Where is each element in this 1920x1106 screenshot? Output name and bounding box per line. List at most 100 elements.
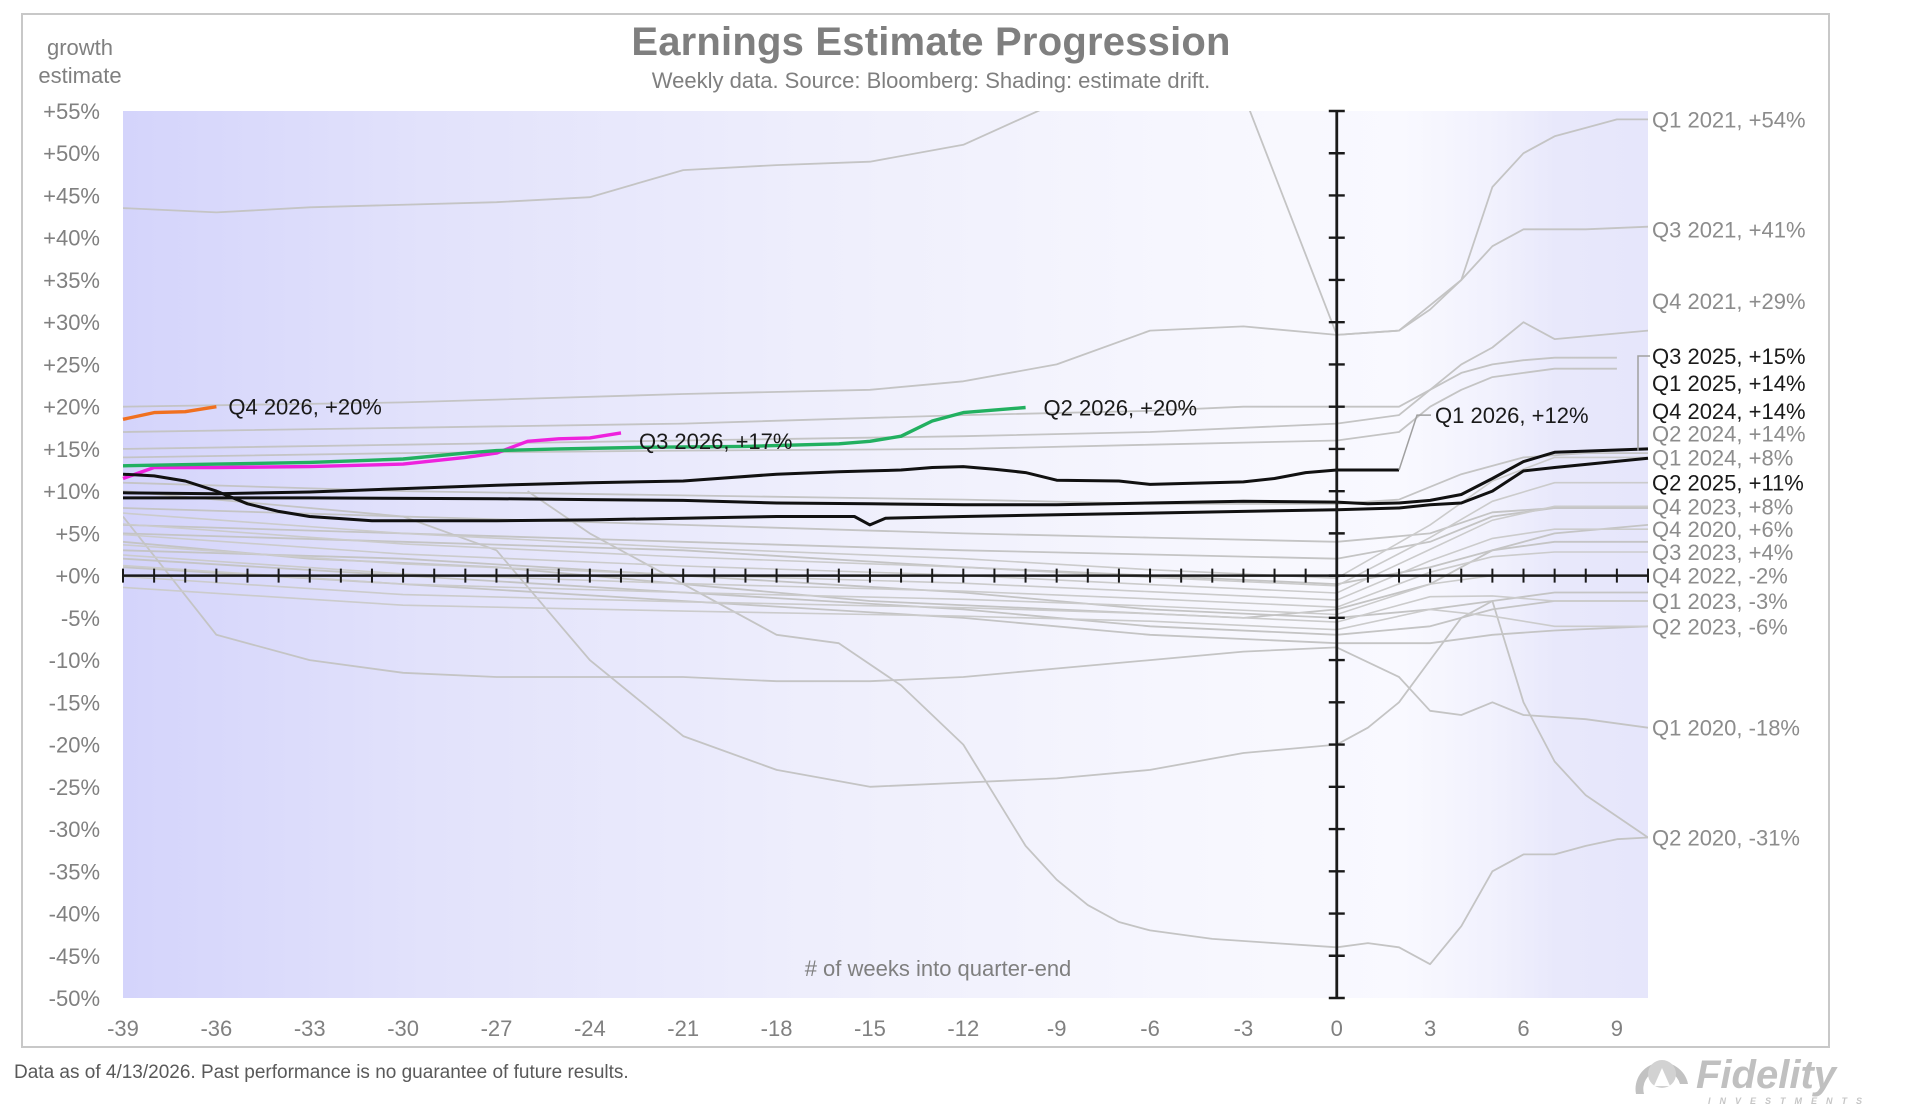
y-tick-label: +50% bbox=[43, 141, 100, 166]
y-tick-label: +25% bbox=[43, 352, 100, 377]
label-leader-line bbox=[1637, 355, 1650, 451]
series-line-q4-2024 bbox=[123, 367, 1617, 459]
y-tick-label: -10% bbox=[49, 648, 100, 673]
inline-series-label: Q4 2026, +20% bbox=[228, 395, 382, 420]
x-tick-label: -15 bbox=[854, 1016, 886, 1041]
right-series-label: Q1 2024, +8% bbox=[1652, 445, 1793, 470]
highlighted-series-group bbox=[122, 405, 1649, 527]
series-line-q1-2025 bbox=[123, 447, 1649, 507]
series-line-q3-2025 bbox=[123, 356, 1617, 450]
y-tick-label: +10% bbox=[43, 479, 100, 504]
chart-title: Earnings Estimate Progression bbox=[631, 20, 1231, 64]
chart-frame bbox=[21, 13, 1830, 1048]
right-series-label: Q1 2023, -3% bbox=[1652, 589, 1788, 614]
logo-sunburst-icon bbox=[1635, 1060, 1688, 1094]
series-line-filler bbox=[123, 528, 1648, 601]
series-line-q4-2023 bbox=[123, 507, 1648, 560]
series-line-q2-2023 bbox=[123, 566, 1648, 645]
y-tick-label: +15% bbox=[43, 437, 100, 462]
y-tick-label: +30% bbox=[43, 310, 100, 335]
logo-text: Fidelity bbox=[1696, 1053, 1838, 1097]
x-tick-label: -30 bbox=[387, 1016, 419, 1041]
series-line-q4-2022 bbox=[123, 549, 1648, 619]
right-series-label: Q4 2022, -2% bbox=[1652, 564, 1788, 589]
x-tick-label: 0 bbox=[1331, 1016, 1343, 1041]
right-series-label: Q3 2023, +4% bbox=[1652, 540, 1793, 565]
y-tick-label: -20% bbox=[49, 733, 100, 758]
y-tick-label: +45% bbox=[43, 183, 100, 208]
x-tick-label: 9 bbox=[1611, 1016, 1623, 1041]
inline-series-label: Q1 2026, +12% bbox=[1435, 403, 1589, 428]
x-tick-label: -12 bbox=[947, 1016, 979, 1041]
series-line-filler bbox=[123, 505, 1648, 594]
fidelity-logo: Fidelity INVESTMENTS bbox=[1635, 1053, 1871, 1106]
axes-group bbox=[122, 109, 1649, 1000]
x-tick-label: -33 bbox=[294, 1016, 326, 1041]
right-series-label: Q4 2023, +8% bbox=[1652, 494, 1793, 519]
y-tick-label: -25% bbox=[49, 775, 100, 800]
right-series-label: Q3 2025, +15% bbox=[1652, 344, 1806, 369]
y-tick-label: +20% bbox=[43, 395, 100, 420]
x-tick-label: -9 bbox=[1047, 1016, 1067, 1041]
right-series-label: Q4 2021, +29% bbox=[1652, 289, 1806, 314]
y-tick-label: -15% bbox=[49, 690, 100, 715]
series-line-filler bbox=[123, 575, 1648, 623]
x-axis-title: # of weeks into quarter-end bbox=[805, 956, 1072, 981]
y-tick-label: -45% bbox=[49, 944, 100, 969]
x-tick-label: -39 bbox=[107, 1016, 139, 1041]
y-tick-label: +0% bbox=[55, 564, 100, 589]
x-tick-label: -24 bbox=[574, 1016, 606, 1041]
right-series-label: Q2 2020, -31% bbox=[1652, 825, 1800, 850]
series-line-q2-2020-drift bbox=[527, 490, 1648, 966]
x-tick-label: -18 bbox=[761, 1016, 793, 1041]
series-line-q1-2020 bbox=[123, 515, 1648, 729]
right-series-labels: Q1 2021, +54% Q3 2021, +41% Q4 2021, +29% Q… bbox=[1637, 107, 1806, 850]
series-line-q2-2026 bbox=[122, 405, 1026, 468]
series-line-q2-2020 bbox=[123, 490, 1648, 839]
right-series-label: Q2 2025, +11% bbox=[1652, 471, 1804, 496]
right-series-label: Q1 2021, +54% bbox=[1652, 107, 1806, 132]
y-tick-label: -5% bbox=[61, 606, 100, 631]
series-line-filler bbox=[123, 586, 1648, 631]
series-line-filler bbox=[123, 551, 1648, 609]
series-line-q2-2025 bbox=[122, 456, 1649, 527]
x-tick-labels: -39 -36 -33 -30 -27 -24 -21 -18 -15 -12 -9 -6 -3 0 3 6 9 bbox=[107, 1016, 1623, 1041]
footnote: Data as of 4/13/2026. Past performance i… bbox=[14, 1062, 629, 1083]
x-tick-label: -36 bbox=[200, 1016, 232, 1041]
y-tick-label: -40% bbox=[49, 902, 100, 927]
right-series-label: Q4 2020, +6% bbox=[1652, 517, 1793, 542]
right-series-label: Q1 2020, -18% bbox=[1652, 716, 1800, 741]
x-tick-label: -27 bbox=[481, 1016, 513, 1041]
chart-subtitle: Weekly data. Source: Bloomberg: Shading:… bbox=[651, 68, 1211, 93]
plot-area-shading bbox=[123, 111, 1648, 998]
y-tick-label: +35% bbox=[43, 268, 100, 293]
y-tick-label: +5% bbox=[55, 521, 100, 546]
series-line-q1-2021 bbox=[123, 111, 1648, 336]
right-series-label: Q4 2024, +14% bbox=[1652, 399, 1806, 424]
x-tick-label: -6 bbox=[1140, 1016, 1160, 1041]
y-axis-title: growth estimate bbox=[38, 35, 122, 88]
x-tick-label: 6 bbox=[1517, 1016, 1529, 1041]
series-line-q3-2026 bbox=[122, 431, 622, 481]
logo-subtext: INVESTMENTS bbox=[1708, 1096, 1871, 1106]
series-line-q1-2023 bbox=[123, 557, 1648, 636]
y-tick-label: +55% bbox=[43, 99, 100, 124]
y-tick-label: -35% bbox=[49, 859, 100, 884]
y-tick-label: -50% bbox=[49, 986, 100, 1011]
series-line-q4-2026 bbox=[122, 405, 217, 421]
right-series-label: Q2 2024, +14% bbox=[1652, 422, 1806, 447]
series-line-q1-2026 bbox=[122, 465, 1399, 496]
y-tick-label: +40% bbox=[43, 226, 100, 251]
y-tick-label: -30% bbox=[49, 817, 100, 842]
x-tick-label: 3 bbox=[1424, 1016, 1436, 1041]
series-line-q3-2021 bbox=[123, 225, 1648, 408]
x-tick-label: -3 bbox=[1234, 1016, 1254, 1041]
right-series-label: Q1 2025, +14% bbox=[1652, 371, 1806, 396]
right-series-label: Q2 2023, -6% bbox=[1652, 614, 1788, 639]
inline-series-labels: Q4 2026, +20% Q3 2026, +17% Q2 2026, +20% Q… bbox=[228, 395, 1589, 471]
series-line-q4-2021 bbox=[123, 321, 1648, 433]
right-series-label: Q3 2021, +41% bbox=[1652, 217, 1806, 242]
inline-series-label: Q2 2026, +20% bbox=[1044, 396, 1198, 421]
x-tick-label: -21 bbox=[667, 1016, 699, 1041]
